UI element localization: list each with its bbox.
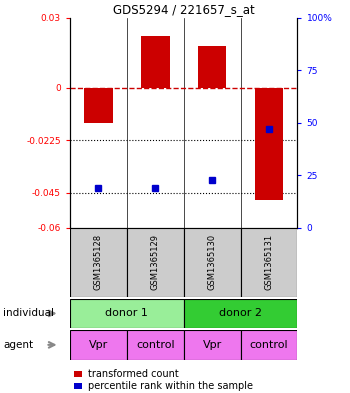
Text: individual: individual [4, 309, 55, 318]
Bar [70, 228, 127, 297]
Text: GSM1365128: GSM1365128 [94, 234, 103, 290]
Text: Vpr: Vpr [89, 340, 108, 350]
Bar [255, 88, 283, 200]
Text: donor 1: donor 1 [105, 309, 148, 318]
Text: donor 2: donor 2 [219, 309, 262, 318]
Text: control: control [250, 340, 288, 350]
Bar [74, 371, 82, 377]
Bar [74, 383, 82, 389]
Bar [127, 228, 184, 297]
Text: Vpr: Vpr [203, 340, 222, 350]
Text: transformed count: transformed count [88, 369, 178, 379]
Text: GSM1365130: GSM1365130 [208, 234, 217, 290]
Text: percentile rank within the sample: percentile rank within the sample [88, 381, 252, 391]
Bar [70, 299, 184, 328]
Bar [84, 88, 113, 123]
Text: GSM1365129: GSM1365129 [151, 234, 160, 290]
Title: GDS5294 / 221657_s_at: GDS5294 / 221657_s_at [113, 4, 254, 17]
Text: GSM1365131: GSM1365131 [265, 234, 274, 290]
Bar [184, 228, 240, 297]
Bar [127, 330, 184, 360]
Bar [141, 37, 169, 88]
Bar [184, 299, 298, 328]
Bar [184, 330, 240, 360]
Bar [240, 228, 298, 297]
Bar [70, 330, 127, 360]
Bar [240, 330, 298, 360]
Text: agent: agent [4, 340, 34, 350]
Text: control: control [136, 340, 175, 350]
Bar [198, 46, 226, 88]
